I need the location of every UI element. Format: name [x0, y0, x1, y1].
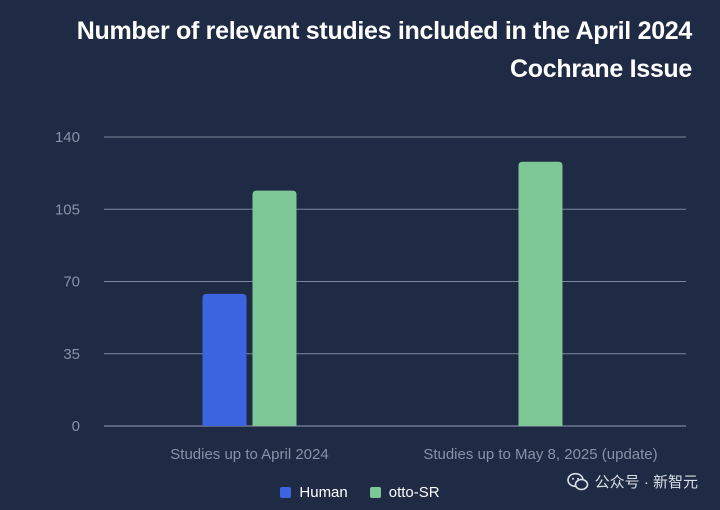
- watermark-text: 公众号 · 新智元: [594, 474, 698, 491]
- chart-title-line-1: Number of relevant studies included in t…: [76, 17, 693, 45]
- x-tick-label: Studies up to May 8, 2025 (update): [423, 446, 657, 463]
- bar-human: [202, 293, 247, 426]
- x-tick-label: Studies up to April 2024: [170, 446, 328, 463]
- chart-title-line-2: Cochrane Issue: [510, 55, 692, 83]
- chart-title: Number of relevant studies included in t…: [12, 12, 693, 88]
- legend-swatch-otto-sr: [369, 487, 381, 498]
- y-tick-label: 0: [72, 418, 80, 435]
- y-tick-label: 35: [63, 346, 80, 363]
- legend-item-otto-sr: otto-SR: [369, 484, 440, 501]
- legend-label-otto-sr: otto-SR: [388, 484, 440, 501]
- legend: Human otto-SR: [0, 484, 720, 501]
- y-tick-label: 105: [55, 201, 80, 218]
- bar-otto-sr: [252, 190, 297, 426]
- bar-chart: 0 35 70 105 140 Studies up to April 2024 Studi…: [55, 129, 686, 463]
- legend-swatch-human: [280, 487, 292, 498]
- legend-item-human: Human: [280, 484, 348, 501]
- y-tick-label: 140: [55, 129, 80, 146]
- watermark: 公众号 · 新智元: [566, 471, 698, 492]
- wechat-icon: [566, 472, 588, 490]
- bar-otto-sr: [518, 161, 563, 426]
- y-tick-label: 70: [63, 274, 80, 291]
- legend-label-human: Human: [299, 484, 348, 501]
